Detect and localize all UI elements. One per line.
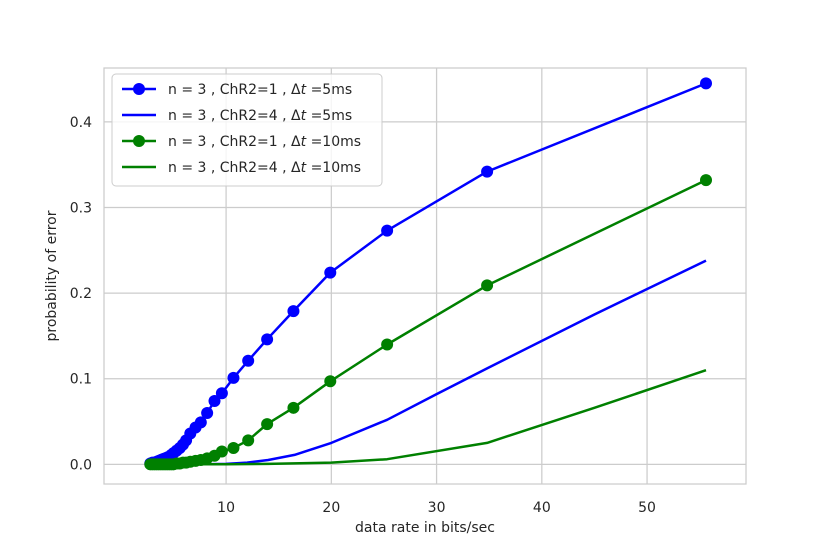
x-tick-label: 20 [322,500,340,516]
legend-entry: n = 3 , ChR2=1 , Δt =10ms [122,134,361,150]
x-tick-label: 40 [533,500,551,516]
data-point [700,174,713,187]
data-point [261,418,274,431]
data-point [242,434,255,447]
data-point [287,401,300,414]
x-tick-label: 10 [217,500,235,516]
series-line [150,369,707,466]
data-point [215,387,228,400]
series-4 [150,369,707,466]
x-tick-label: 30 [428,500,446,516]
data-point [700,77,713,90]
data-point [381,338,394,351]
data-point [324,375,337,388]
data-point [227,371,240,384]
legend: n = 3 , ChR2=1 , Δt =5ms n = 3 , ChR2=4 ,… [111,73,383,187]
data-point [194,416,207,429]
data-point [208,394,221,407]
data-point [227,442,240,455]
x-axis-label: data rate in bits/sec [355,520,495,536]
legend-box [111,73,383,187]
data-point [242,354,255,367]
legend-label: n = 3 , ChR2=1 , Δt =10ms [168,134,361,150]
x-axis-ticks: 10 20 30 40 50 [217,500,656,516]
legend-label: n = 3 , ChR2=4 , Δt =10ms [168,160,361,176]
series-3 [144,174,713,471]
legend-entry: n = 3 , ChR2=4 , Δt =10ms [122,160,361,176]
data-point [481,165,494,178]
series-line [150,259,707,466]
legend-entry: n = 3 , ChR2=1 , Δt =5ms [122,82,352,98]
y-tick-label: 0.4 [70,115,92,131]
y-axis-ticks: 0.0 0.1 0.2 0.3 0.4 [70,115,92,473]
y-tick-label: 0.1 [70,372,92,388]
x-tick-label: 50 [638,500,656,516]
y-tick-label: 0.2 [70,286,92,302]
plot-frame [103,67,747,485]
data-point [481,279,494,292]
data-point [261,333,274,346]
legend-entry: n = 3 , ChR2=4 , Δt =5ms [122,108,352,124]
legend-marker [133,135,145,147]
legend-marker [133,83,145,95]
y-tick-label: 0.0 [70,457,92,473]
series-line [150,178,707,466]
data-point [201,406,214,419]
data-point [381,224,394,237]
data-point [215,445,228,458]
y-tick-label: 0.3 [70,201,92,217]
series-layer [144,77,713,471]
data-point [287,305,300,318]
legend-label: n = 3 , ChR2=4 , Δt =5ms [168,108,352,124]
legend-label: n = 3 , ChR2=1 , Δt =5ms [168,82,352,98]
data-point [324,266,337,279]
y-axis-label: probability of error [44,210,60,341]
series-2 [150,259,707,466]
